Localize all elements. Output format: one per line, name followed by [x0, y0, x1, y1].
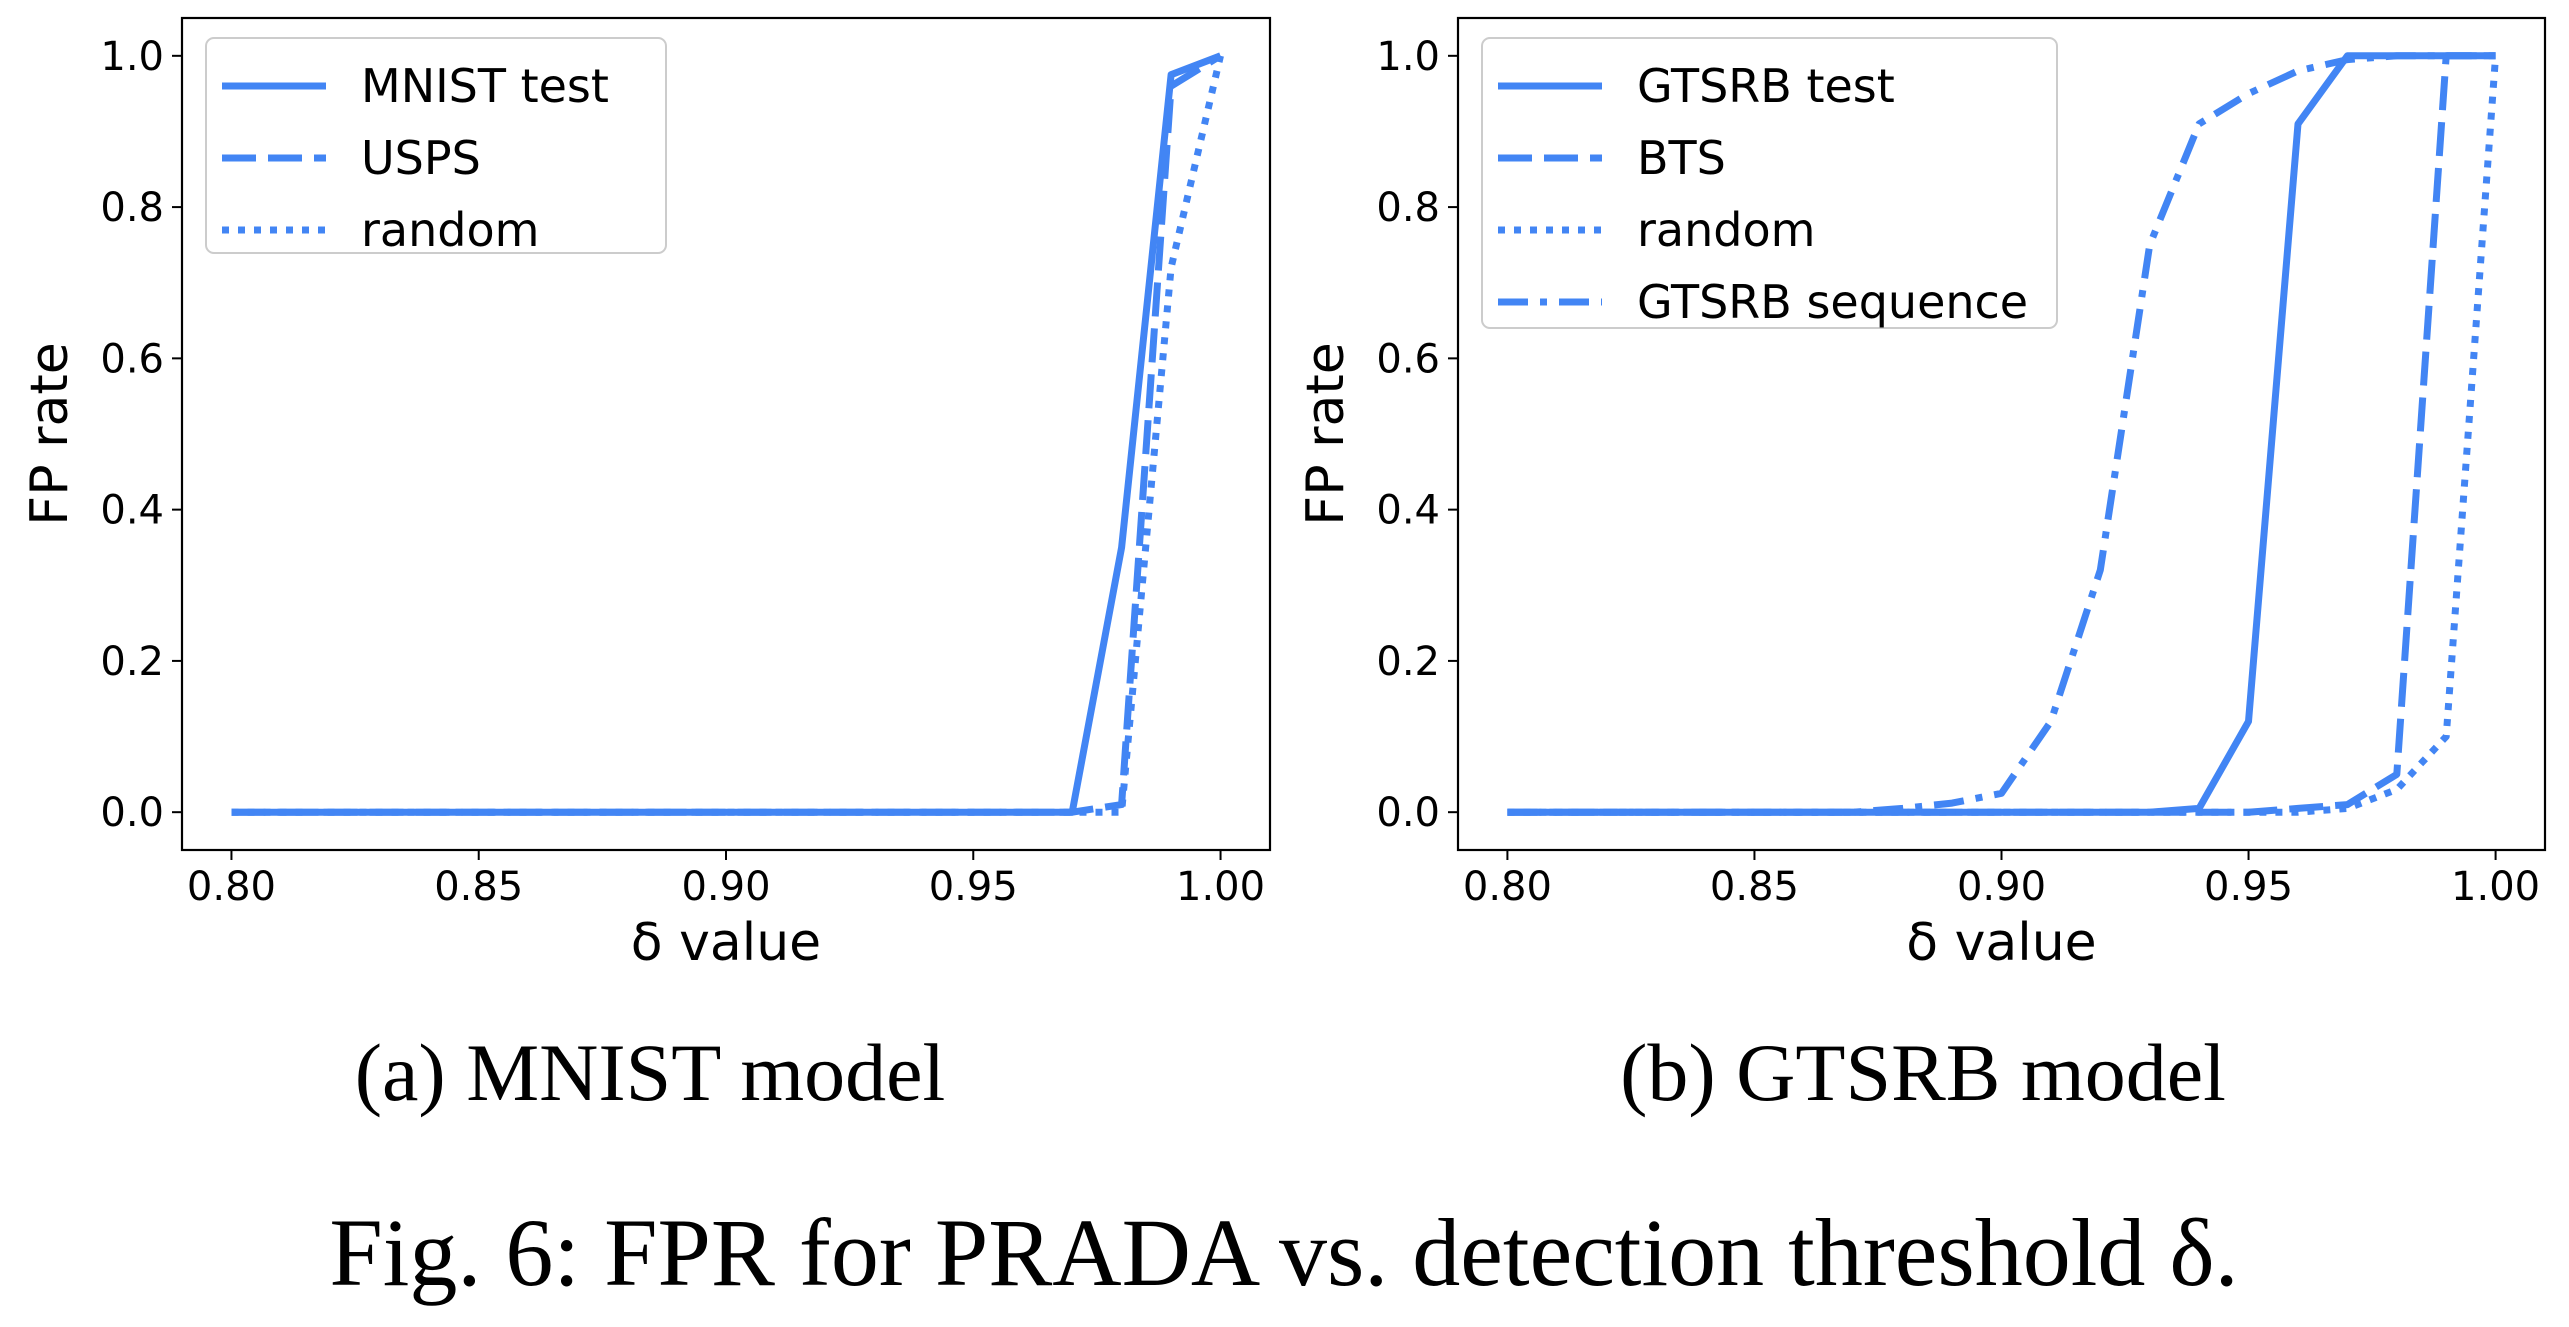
x-tick-label: 0.80 [1463, 864, 1552, 910]
x-axis-label: δ value [631, 913, 821, 973]
legend-label: GTSRB sequence [1637, 275, 2028, 329]
series-line-gtsrb-sequence [1507, 52, 2496, 816]
legend-label: random [1637, 203, 1815, 257]
x-tick-label: 1.00 [2451, 864, 2540, 910]
legend-label: USPS [361, 131, 481, 185]
x-tick-label: 0.95 [929, 864, 1018, 910]
legend-label: MNIST test [361, 59, 609, 113]
x-tick-label: 0.90 [1957, 864, 2046, 910]
y-tick-label: 0.4 [1376, 488, 1440, 534]
figure-caption: Fig. 6: FPR for PRADA vs. detection thre… [329, 1199, 2238, 1306]
chart-gtsrb: 0.80 0.85 0.90 0.95 1.00 0.0 0.2 0.4 0.6 0.8 1.0 δ … [1296, 16, 2547, 973]
y-tick-label: 0.6 [100, 336, 164, 382]
x-tick-label: 0.80 [187, 864, 276, 910]
y-tick-label: 0.8 [100, 185, 164, 231]
series-line-bts [1507, 52, 2496, 816]
y-axis-label: FP rate [1296, 342, 1356, 525]
x-tick-label: 1.00 [1176, 864, 1265, 910]
subcaption-mnist: (a) MNIST model [355, 1027, 946, 1118]
legend-box [1481, 37, 2058, 329]
x-tick-label: 0.85 [1710, 864, 1799, 910]
series-line-random [1507, 55, 2500, 816]
legend-label: GTSRB test [1637, 59, 1895, 113]
legend-box [205, 37, 667, 254]
x-tick-label: 0.95 [2204, 864, 2293, 910]
y-tick-label: 0.0 [1376, 790, 1440, 836]
subcaption-gtsrb: (b) GTSRB model [1620, 1027, 2226, 1118]
y-tick-label: 1.0 [100, 34, 164, 80]
y-tick-label: 0.2 [1376, 639, 1440, 685]
legend-label: BTS [1637, 131, 1726, 185]
y-tick-label: 1.0 [1376, 34, 1440, 80]
y-tick-label: 0.8 [1376, 185, 1440, 231]
y-axis-label: FP rate [20, 342, 80, 525]
y-tick-label: 0.6 [1376, 336, 1440, 382]
legend-label: random [361, 203, 539, 257]
x-tick-label: 0.90 [681, 864, 770, 910]
x-tick-label: 0.85 [434, 864, 523, 910]
y-tick-label: 0.0 [100, 790, 164, 836]
chart-mnist: 0.80 0.85 0.90 0.95 1.00 0.0 0.2 0.4 0.6 0.8 1.0 δ … [20, 16, 1272, 973]
y-tick-label: 0.2 [100, 639, 164, 685]
x-axis-label: δ value [1906, 913, 2096, 973]
series-line-random [231, 55, 1224, 816]
y-tick-label: 0.4 [100, 488, 164, 534]
